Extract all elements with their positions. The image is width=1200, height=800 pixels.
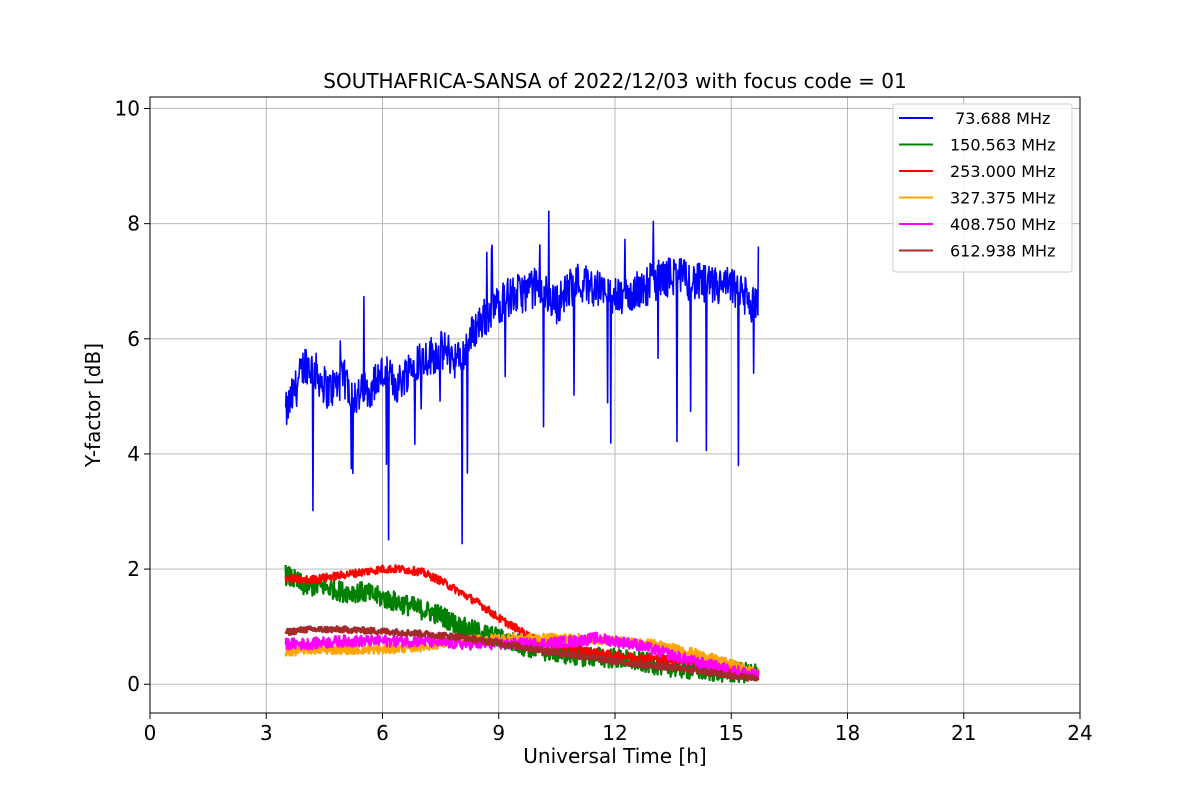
legend-box	[892, 103, 1073, 273]
x-tick-label: 3	[260, 721, 273, 745]
legend-item: 73.688 MHz	[899, 109, 1050, 128]
legend: 73.688 MHz 150.563 MHz 253.000 MHz 327.375 …	[892, 103, 1073, 273]
x-tick-label: 15	[719, 721, 744, 745]
series-path	[284, 210, 760, 545]
series-line	[284, 631, 760, 680]
legend-label: 73.688 MHz	[950, 109, 1050, 128]
x-tick-label: 18	[835, 721, 860, 745]
y-tick-label: 4	[127, 442, 140, 466]
x-axis-ticks: 0 3 6 9 12 15 18 21 24	[144, 713, 1093, 745]
legend-label: 253.000 MHz	[950, 162, 1055, 181]
series-path	[284, 631, 760, 680]
x-tick-label: 12	[602, 721, 627, 745]
series-lines	[284, 210, 760, 684]
legend-item: 327.375 MHz	[899, 189, 1055, 208]
y-axis-label: Y-factor [dB]	[81, 343, 105, 468]
chart-title: SOUTHAFRICA-SANSA of 2022/12/03 with foc…	[323, 69, 907, 93]
y-axis-ticks: 0 2 4 6 8 10	[115, 97, 150, 696]
x-tick-label: 21	[951, 721, 976, 745]
series-line	[284, 625, 760, 682]
legend-item: 150.563 MHz	[899, 136, 1055, 155]
y-tick-label: 2	[127, 557, 140, 581]
x-axis-label: Universal Time [h]	[523, 744, 706, 768]
y-tick-label: 6	[127, 327, 140, 351]
y-tick-label: 0	[127, 672, 140, 696]
legend-item: 253.000 MHz	[899, 162, 1055, 181]
legend-label: 150.563 MHz	[950, 136, 1055, 155]
legend-item: 408.750 MHz	[899, 215, 1055, 234]
legend-item: 612.938 MHz	[899, 242, 1055, 261]
series-line	[284, 210, 760, 545]
y-tick-label: 8	[127, 212, 140, 236]
y-tick-label: 10	[115, 97, 140, 121]
x-tick-label: 0	[144, 721, 157, 745]
x-tick-label: 24	[1067, 721, 1092, 745]
x-tick-label: 9	[492, 721, 505, 745]
legend-label: 612.938 MHz	[950, 242, 1055, 261]
legend-label: 408.750 MHz	[950, 215, 1055, 234]
x-tick-label: 6	[376, 721, 389, 745]
legend-label: 327.375 MHz	[950, 189, 1055, 208]
series-path	[284, 625, 760, 682]
